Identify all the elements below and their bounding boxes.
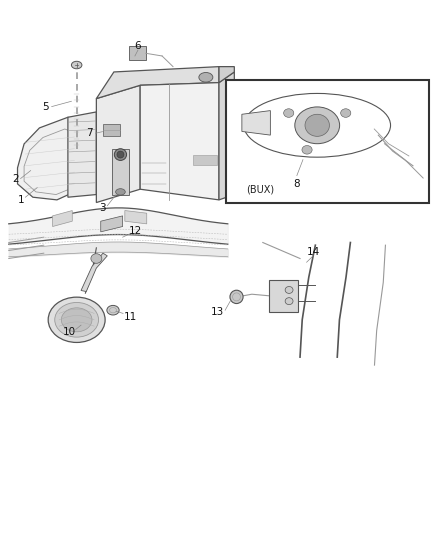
- Ellipse shape: [302, 146, 312, 154]
- Polygon shape: [219, 72, 234, 200]
- Ellipse shape: [107, 305, 119, 315]
- Ellipse shape: [117, 151, 124, 158]
- Polygon shape: [96, 85, 140, 203]
- Polygon shape: [140, 83, 219, 200]
- Polygon shape: [125, 211, 147, 224]
- Text: 1: 1: [18, 195, 25, 205]
- Polygon shape: [68, 112, 96, 197]
- Text: 3: 3: [99, 203, 106, 213]
- Ellipse shape: [199, 72, 213, 82]
- Text: 2: 2: [12, 174, 19, 183]
- Ellipse shape: [71, 61, 82, 69]
- Text: 8: 8: [293, 179, 300, 189]
- Polygon shape: [53, 211, 72, 227]
- Text: (BUX): (BUX): [246, 185, 274, 195]
- Text: 12: 12: [129, 226, 142, 236]
- Ellipse shape: [341, 109, 351, 117]
- Ellipse shape: [285, 287, 293, 293]
- Bar: [112, 149, 129, 195]
- Text: 13: 13: [211, 307, 224, 317]
- Bar: [129, 46, 146, 60]
- Ellipse shape: [285, 297, 293, 305]
- Polygon shape: [101, 216, 123, 232]
- Polygon shape: [18, 117, 83, 200]
- Ellipse shape: [116, 189, 125, 195]
- Bar: [193, 155, 217, 165]
- Text: 5: 5: [42, 102, 49, 111]
- Ellipse shape: [48, 297, 105, 342]
- Ellipse shape: [91, 254, 102, 263]
- Ellipse shape: [284, 109, 294, 117]
- Ellipse shape: [114, 149, 127, 160]
- Bar: [103, 124, 120, 136]
- Bar: [226, 80, 429, 203]
- Text: 6: 6: [134, 42, 141, 51]
- Ellipse shape: [61, 308, 92, 332]
- Polygon shape: [81, 253, 107, 292]
- Text: 11: 11: [124, 312, 137, 322]
- Bar: [269, 280, 298, 312]
- Polygon shape: [242, 111, 270, 135]
- Ellipse shape: [295, 107, 339, 144]
- Text: 14: 14: [307, 247, 320, 256]
- Text: 10: 10: [63, 327, 76, 336]
- Polygon shape: [219, 67, 234, 83]
- Ellipse shape: [55, 302, 99, 337]
- Polygon shape: [96, 67, 219, 99]
- Ellipse shape: [230, 290, 243, 304]
- Ellipse shape: [305, 114, 329, 136]
- Text: 7: 7: [86, 128, 93, 138]
